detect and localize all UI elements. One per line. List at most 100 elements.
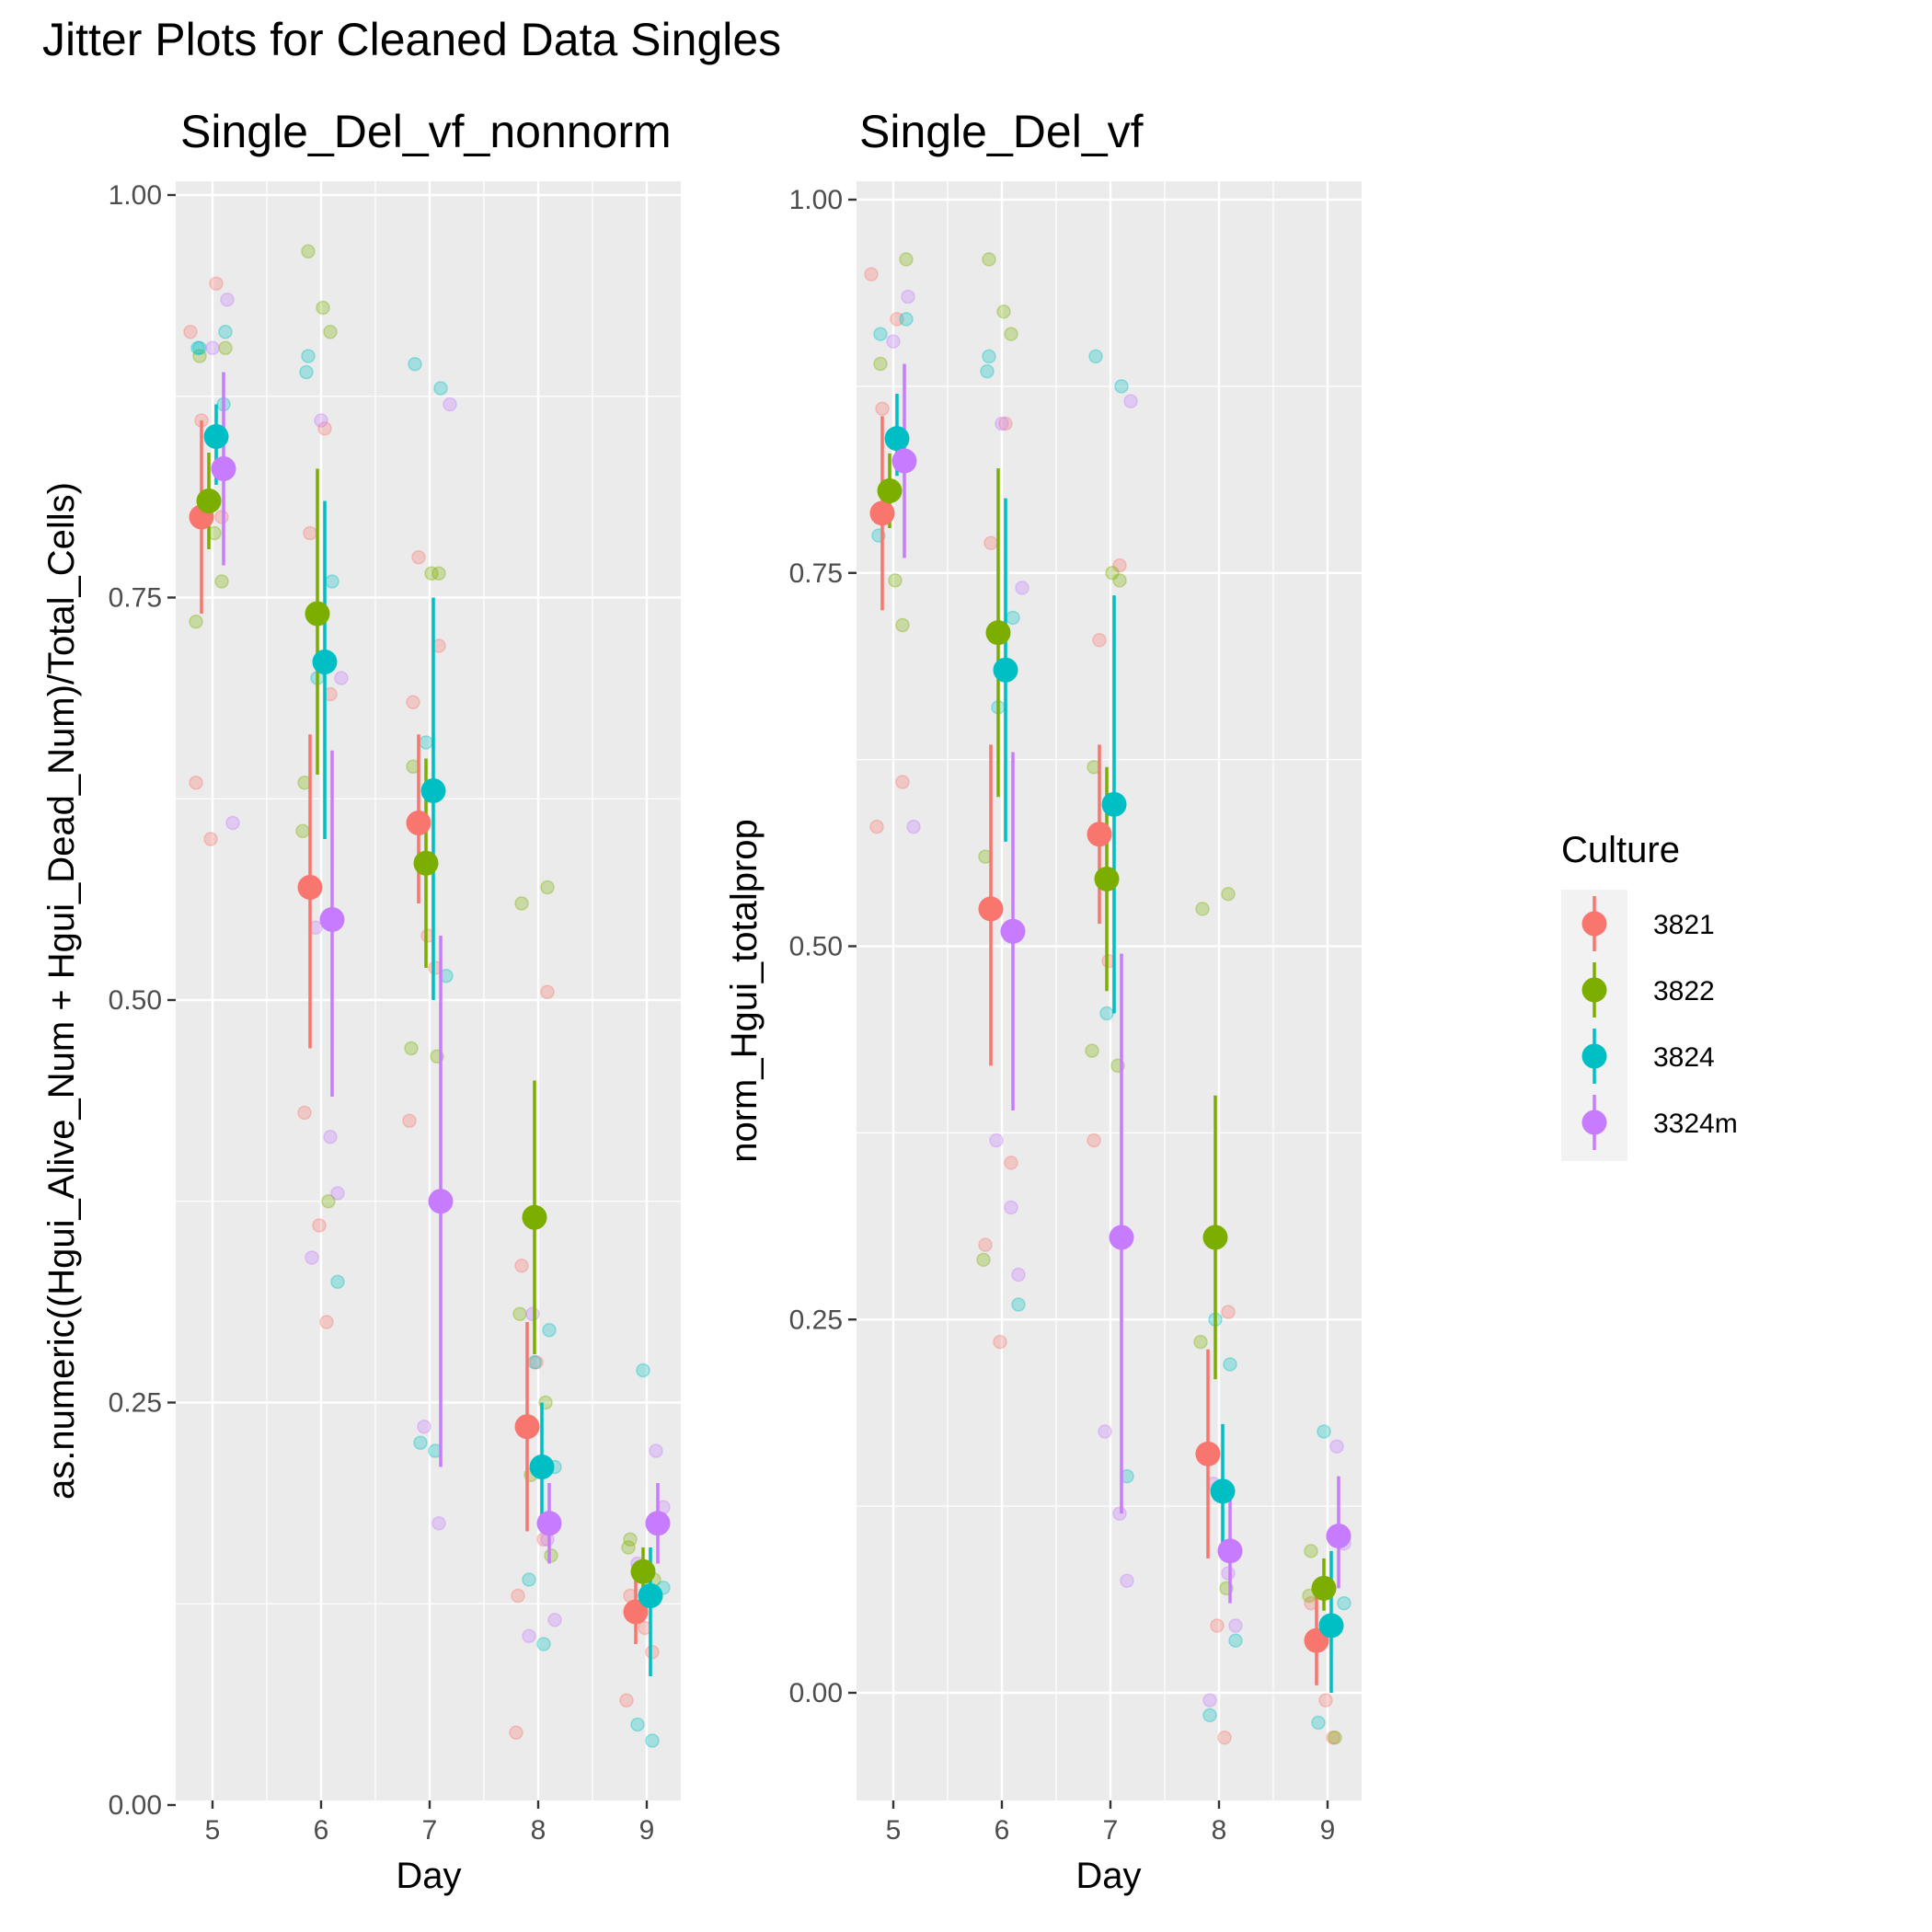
- y-tick-label: 0.00: [789, 1678, 843, 1708]
- mean-point: [297, 875, 323, 900]
- raw-data-point: [317, 421, 332, 436]
- mean-point: [978, 896, 1004, 922]
- raw-data-point: [1223, 1357, 1237, 1372]
- raw-data-point: [1120, 1573, 1134, 1589]
- legend-label: 3822: [1653, 976, 1715, 1006]
- raw-data-point: [529, 1355, 544, 1370]
- raw-data-point: [1123, 394, 1138, 408]
- raw-data-point: [1085, 1043, 1099, 1058]
- panel-left-mean-points: [189, 424, 671, 1625]
- raw-data-point: [225, 815, 240, 831]
- y-tick-label: 0.75: [109, 583, 162, 614]
- raw-data-point: [1317, 1424, 1331, 1439]
- legend: Culture 3821 3822 3824 3324m: [1561, 830, 1738, 1161]
- raw-data-point: [1087, 1133, 1101, 1148]
- mean-point: [413, 850, 439, 876]
- raw-data-point: [509, 1725, 523, 1740]
- x-tick-label: 8: [531, 1815, 546, 1846]
- x-tick-label: 7: [1103, 1815, 1119, 1846]
- mean-point: [638, 1583, 663, 1608]
- legend-label: 3324m: [1653, 1109, 1738, 1139]
- y-tick-label: 0.50: [109, 985, 162, 1016]
- y-tick-label: 1.00: [109, 180, 162, 211]
- raw-data-point: [542, 1323, 557, 1338]
- raw-data-point: [1015, 581, 1029, 595]
- raw-data-point: [869, 819, 884, 834]
- mean-point: [1000, 918, 1026, 944]
- raw-data-point: [980, 363, 995, 379]
- mean-point: [630, 1558, 656, 1584]
- raw-data-point: [1228, 1633, 1243, 1648]
- raw-data-point: [301, 244, 316, 259]
- raw-data-point: [540, 880, 555, 895]
- panel-right-title: Single_Del_vf: [859, 106, 1144, 157]
- raw-data-point: [547, 1613, 562, 1627]
- raw-data-point: [1088, 349, 1103, 364]
- raw-data-point: [544, 1548, 558, 1563]
- raw-data-point: [297, 1105, 312, 1121]
- raw-data-point: [334, 671, 349, 685]
- raw-data-point: [1195, 902, 1210, 916]
- mean-point: [985, 620, 1011, 646]
- x-tick-label: 6: [314, 1815, 329, 1846]
- mean-point: [891, 448, 917, 474]
- raw-data-point: [890, 312, 904, 327]
- raw-data-point: [205, 340, 220, 355]
- panel-left-y-axis-title: as.numeric((Hgui_Alive_Num + Hgui_Dead_N…: [41, 482, 82, 1500]
- raw-data-point: [1004, 327, 1018, 341]
- mean-point: [623, 1599, 649, 1625]
- panel-left-axes: 0.00 0.25 0.50 0.75 1.00 5 6 7 8 9: [109, 180, 655, 1846]
- y-tick-label: 1.00: [789, 185, 843, 215]
- raw-data-point: [993, 1334, 1007, 1350]
- x-tick-label: 5: [886, 1815, 902, 1846]
- raw-data-point: [214, 510, 229, 524]
- raw-data-point: [323, 325, 338, 339]
- raw-data-point: [522, 1628, 536, 1643]
- raw-data-point: [995, 416, 1009, 431]
- panel-right: 0.000.250.500.751.005 6 7 8 9 Single_Del_vf …: [724, 106, 1362, 1896]
- raw-data-point: [220, 293, 235, 307]
- raw-data-point: [1099, 1006, 1114, 1021]
- raw-data-point: [1329, 1439, 1344, 1454]
- raw-data-point: [1326, 1730, 1340, 1745]
- raw-data-point: [899, 312, 914, 327]
- mean-point: [1217, 1538, 1243, 1564]
- raw-data-point: [319, 1315, 334, 1329]
- raw-data-point: [218, 325, 233, 339]
- mean-point: [1101, 791, 1127, 817]
- raw-data-point: [325, 574, 339, 589]
- raw-data-point: [402, 1113, 417, 1128]
- mean-point: [529, 1455, 555, 1479]
- raw-data-point: [209, 276, 224, 291]
- panel-right-y-axis-title: norm_Hgui_totalprop: [724, 819, 765, 1163]
- raw-data-point: [888, 573, 903, 588]
- mean-point: [1109, 1225, 1134, 1250]
- raw-data-point: [218, 340, 233, 355]
- raw-data-point: [299, 364, 314, 380]
- raw-data-point: [1112, 1506, 1127, 1521]
- raw-data-point: [522, 1572, 536, 1587]
- panel-left-title: Single_Del_vf_nonnorm: [180, 106, 672, 157]
- mean-point: [522, 1204, 547, 1230]
- raw-data-point: [1105, 566, 1120, 581]
- raw-data-point: [1221, 886, 1236, 902]
- raw-data-point: [312, 1218, 327, 1233]
- raw-data-point: [189, 776, 203, 790]
- raw-data-point: [192, 349, 207, 363]
- mean-point: [1094, 866, 1120, 891]
- raw-data-point: [411, 550, 426, 565]
- raw-data-point: [431, 566, 446, 581]
- raw-data-point: [1228, 1618, 1243, 1633]
- raw-data-point: [1092, 633, 1107, 648]
- figure-title: Jitter Plots for Cleaned Data Singles: [42, 14, 781, 65]
- raw-data-point: [203, 832, 218, 846]
- raw-data-point: [1318, 1693, 1333, 1708]
- raw-data-point: [540, 984, 555, 999]
- raw-data-point: [1337, 1595, 1351, 1611]
- raw-data-point: [630, 1717, 645, 1732]
- raw-data-point: [303, 525, 317, 541]
- raw-data-point: [996, 304, 1011, 319]
- raw-data-point: [525, 1306, 540, 1321]
- panel-right-raw-points: [864, 252, 1351, 1745]
